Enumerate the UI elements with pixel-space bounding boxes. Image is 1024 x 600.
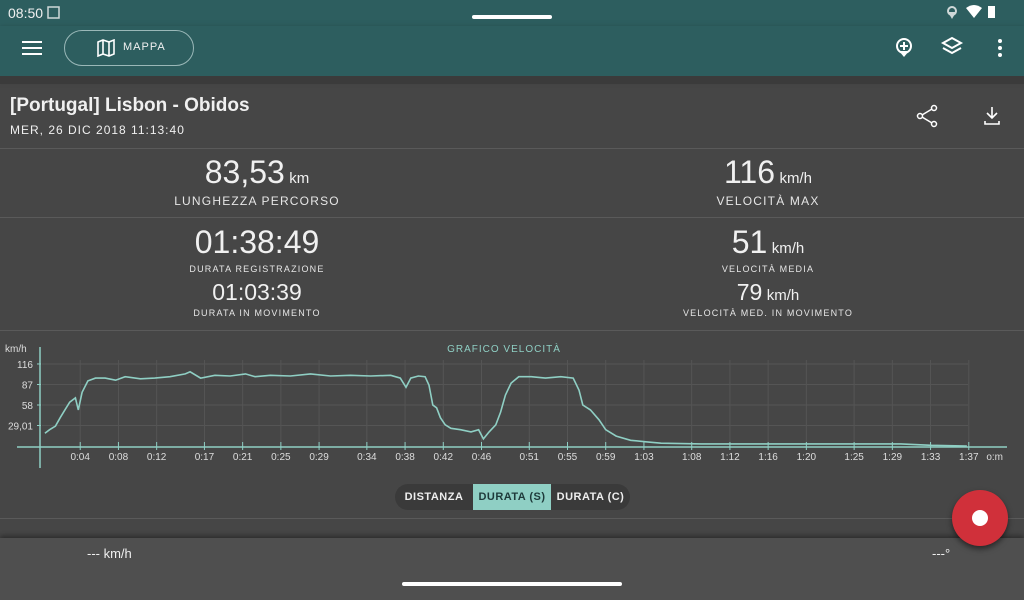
- x-tick-label: 0:55: [558, 452, 578, 463]
- chart-title: GRAFICO VELOCITÀ: [447, 342, 561, 355]
- current-heading: ---°: [932, 546, 951, 561]
- x-tick-label: 0:59: [596, 452, 616, 463]
- mode-button[interactable]: DISTANZA: [395, 484, 473, 510]
- stat-value: 01:38:49: [194, 224, 320, 260]
- separator: [0, 217, 1024, 218]
- map-icon: [97, 39, 115, 57]
- stat-label: DURATA REGISTRAZIONE: [189, 264, 325, 274]
- x-tick-label: 0:46: [472, 452, 492, 463]
- x-tick-label: 0:25: [271, 452, 291, 463]
- x-tick-label: 1:33: [921, 452, 941, 463]
- x-tick-label: 1:12: [720, 452, 740, 463]
- x-tick-label: 0:17: [195, 452, 215, 463]
- x-tick-label: 1:16: [758, 452, 778, 463]
- status-icons: [947, 5, 995, 19]
- track-actions[interactable]: [916, 104, 1006, 128]
- separator: [0, 330, 1024, 331]
- clock: 08:50: [8, 5, 44, 21]
- stat-value: 51: [731, 224, 768, 260]
- stat-value: 79: [736, 279, 763, 305]
- toolbar-actions[interactable]: [892, 36, 1012, 60]
- x-tick-label: 0:08: [109, 452, 129, 463]
- speed-chart: GRAFICO VELOCITÀ km/h 29,01 58 87 116 0:04 0:…: [5, 342, 1007, 468]
- stat: 51 km/h: [518, 224, 1018, 261]
- stat-label: VELOCITÀ MAX: [716, 194, 820, 208]
- x-tick-label: 0:38: [395, 452, 415, 463]
- y-tick-label: 87: [22, 380, 34, 391]
- mode-button[interactable]: DURATA (C): [551, 484, 630, 510]
- stat-unit: km/h: [766, 287, 800, 304]
- stat-value: 83,53: [204, 154, 285, 190]
- y-tick-label: 58: [22, 401, 34, 412]
- mode-button-selected[interactable]: DURATA (S): [473, 484, 551, 510]
- stat: 83,53 km: [7, 154, 507, 191]
- x-tick-label: 1:37: [959, 452, 979, 463]
- home-indicator: [402, 582, 622, 586]
- x-tick-label: 0:21: [233, 452, 253, 463]
- stat-label: VELOCITÀ MEDIA: [721, 264, 815, 274]
- toolbar: MAPPA: [0, 26, 1024, 76]
- x-tick-label: 1:25: [844, 452, 864, 463]
- track-date: MER, 26 DIC 2018 11:13:40: [10, 123, 185, 137]
- x-tick-label: 1:08: [682, 452, 702, 463]
- speed-line: [44, 370, 967, 447]
- stat: 116 km/h: [518, 154, 1018, 191]
- record-icon: [972, 510, 988, 526]
- stat-unit: km/h: [771, 240, 805, 257]
- y-axis-label: km/h: [5, 344, 27, 355]
- stat-value: 01:03:39: [212, 279, 302, 305]
- record-button[interactable]: [952, 490, 1008, 546]
- track-title: [Portugal] Lisbon - Obidos: [10, 95, 250, 116]
- stat-label: DURATA IN MOVIMENTO: [193, 308, 321, 318]
- x-tick-label: 1:29: [883, 452, 903, 463]
- current-speed: --- km/h: [87, 546, 132, 561]
- map-button-label: MAPPA: [123, 41, 166, 53]
- stat-unit: km: [289, 170, 310, 187]
- x-tick-label: 1:20: [797, 452, 817, 463]
- bottom-bar: --- km/h ---°: [0, 538, 1024, 600]
- y-tick-label: 116: [17, 360, 33, 371]
- x-axis-label: o:m: [986, 452, 1003, 463]
- stat-label: LUNGHEZZA PERCORSO: [174, 194, 340, 208]
- separator: [0, 148, 1024, 149]
- stat-value: 116: [724, 154, 776, 190]
- y-tick-label: 29,01: [8, 421, 33, 432]
- separator: [0, 518, 1024, 519]
- x-tick-label: 0:34: [357, 452, 377, 463]
- notch-bar: [472, 15, 552, 19]
- x-tick-label: 0:42: [434, 452, 454, 463]
- divider: [0, 76, 1024, 84]
- x-tick-label: 0:29: [309, 452, 329, 463]
- x-tick-label: 0:04: [70, 452, 90, 463]
- stat-unit: km/h: [779, 170, 812, 187]
- notification-icon: [47, 6, 60, 19]
- x-tick-label: 0:12: [147, 452, 167, 463]
- stat: 79 km/h: [518, 279, 1018, 306]
- status-bar: 08:50: [0, 0, 1024, 26]
- menu-button[interactable]: [22, 40, 42, 56]
- x-tick-label: 1:03: [634, 452, 654, 463]
- map-button[interactable]: MAPPA: [64, 30, 194, 66]
- stat-label: VELOCITÀ MED. IN MOVIMENTO: [682, 308, 854, 318]
- x-tick-label: 0:51: [520, 452, 540, 463]
